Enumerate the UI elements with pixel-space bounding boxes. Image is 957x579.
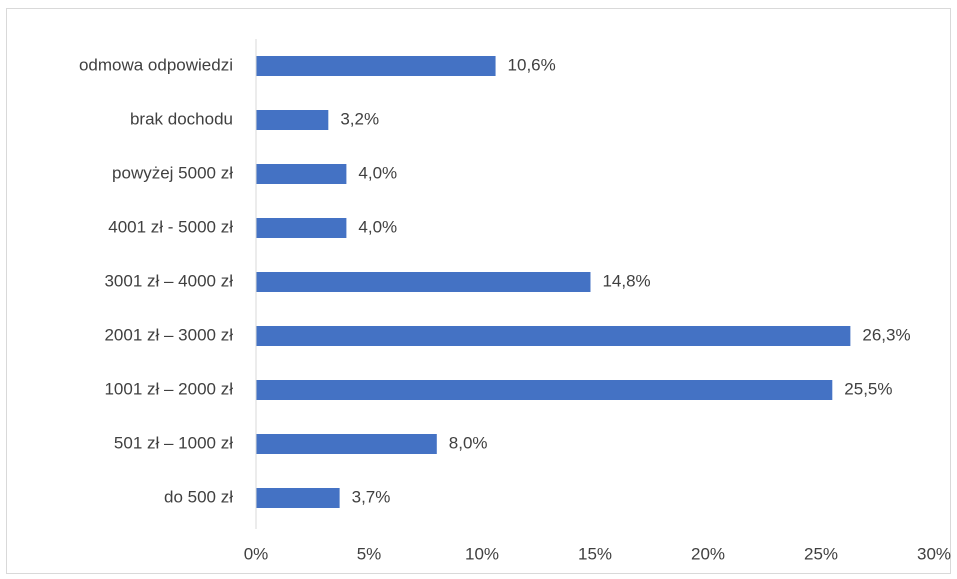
x-tick-label: 5%: [357, 544, 382, 563]
category-label: 2001 zł – 3000 zł: [104, 325, 233, 344]
x-tick-label: 0%: [244, 544, 269, 563]
x-tick-label: 25%: [804, 544, 838, 563]
category-label: do 500 zł: [164, 487, 233, 506]
x-tick-label: 30%: [917, 544, 951, 563]
data-label: 3,2%: [340, 109, 379, 128]
bar: [256, 380, 833, 400]
data-label: 4,0%: [358, 163, 397, 182]
category-label: odmowa odpowiedzi: [79, 55, 233, 74]
data-labels: 10,6% 3,2% 4,0% 4,0% 14,8% 26,3% 25,5% 8,0% 3,7%: [340, 55, 910, 506]
bar: [256, 56, 496, 76]
bar-chart: odmowa odpowiedzi brak dochodu powyżej 500…: [79, 39, 951, 563]
x-tick-label: 20%: [691, 544, 725, 563]
category-label: 3001 zł – 4000 zł: [104, 271, 233, 290]
category-label: powyżej 5000 zł: [112, 163, 233, 182]
bar: [256, 434, 437, 454]
bar: [256, 164, 347, 184]
data-label: 10,6%: [508, 55, 556, 74]
category-label: 4001 zł - 5000 zł: [108, 217, 233, 236]
bars-layer: [256, 56, 851, 508]
data-label: 8,0%: [449, 433, 488, 452]
data-label: 14,8%: [602, 271, 650, 290]
category-label: 1001 zł – 2000 zł: [104, 379, 233, 398]
bar: [256, 272, 591, 292]
data-label: 26,3%: [862, 325, 910, 344]
data-label: 3,7%: [352, 487, 391, 506]
chart-frame: odmowa odpowiedzi brak dochodu powyżej 500…: [6, 8, 951, 574]
x-tick-label: 15%: [578, 544, 612, 563]
x-axis-tick-labels: 0% 5% 10% 15% 20% 25% 30%: [244, 544, 951, 563]
bar: [256, 488, 340, 508]
category-label: 501 zł – 1000 zł: [114, 433, 233, 452]
category-label: brak dochodu: [130, 109, 233, 128]
bar: [256, 326, 851, 346]
bar: [256, 110, 329, 130]
bar: [256, 218, 347, 238]
data-label: 4,0%: [358, 217, 397, 236]
data-label: 25,5%: [844, 379, 892, 398]
x-tick-label: 10%: [465, 544, 499, 563]
category-labels: odmowa odpowiedzi brak dochodu powyżej 500…: [79, 55, 233, 506]
